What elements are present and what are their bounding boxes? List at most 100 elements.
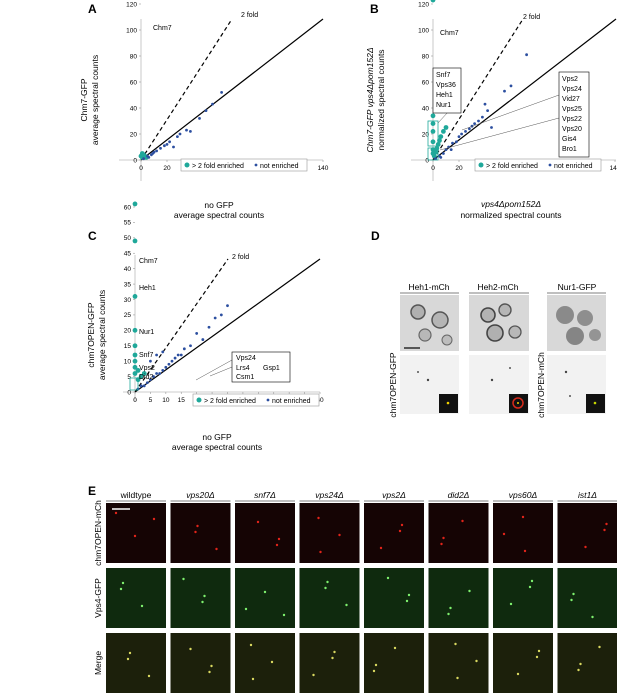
x-axis-title-c1: no GFP <box>202 432 232 442</box>
e-signal-dot <box>251 677 255 681</box>
panel-letter-c: C <box>88 229 97 243</box>
y-tick-label-b: 60 <box>422 79 430 86</box>
x-tick-label-a: 140 <box>318 165 329 172</box>
e-signal-dot <box>468 589 471 593</box>
e-signal-dot <box>121 581 125 585</box>
gene-b-right-6: Gis4 <box>562 136 577 143</box>
e-signal-dot <box>140 604 144 608</box>
e-signal-dot <box>277 537 281 541</box>
gene-c-box-1: Lrs4 <box>236 365 250 372</box>
e-image-tile <box>493 568 553 628</box>
enriched-point-b <box>430 129 436 134</box>
not-enriched-point-a <box>159 146 162 150</box>
enriched-point-b <box>438 134 444 140</box>
gene-b-right-3: Vps25 <box>562 106 582 113</box>
gene-b-left-2: Heh1 <box>436 92 453 99</box>
e-image-tile <box>170 568 231 628</box>
legend-not-a: not enriched <box>260 163 299 170</box>
y-tick-label-a: 0 <box>133 157 137 164</box>
e-signal-dot <box>196 524 199 528</box>
gene-c-4: Vps2 <box>139 365 155 372</box>
not-enriched-point-a <box>204 109 208 112</box>
not-enriched-point-b <box>464 130 467 133</box>
not-enriched-point-a <box>211 102 214 106</box>
gene-b-right-5: Vps20 <box>562 126 582 133</box>
e-image-tile <box>235 633 295 693</box>
not-enriched-point-c <box>182 347 186 351</box>
two-fold-line-c <box>134 258 229 393</box>
e-signal-dot <box>126 657 130 661</box>
x-tick-label-c: 0 <box>133 397 137 404</box>
e-signal-dot <box>208 670 211 674</box>
y-tick-label-a: 120 <box>126 1 137 8</box>
x-axis-title-b1: vps4Δpom152Δ <box>481 199 541 209</box>
e-signal-dot <box>442 536 445 540</box>
not-enriched-point-a <box>147 156 151 159</box>
e-signal-dot <box>133 534 137 538</box>
enriched-point-c <box>135 368 141 373</box>
highlight-box-c <box>129 377 139 391</box>
d-col-0: Heh1-mCh <box>408 282 449 292</box>
e-image-tile <box>428 503 489 563</box>
x-tick-label-c: 15 <box>178 397 186 404</box>
enriched-point-b <box>441 129 446 134</box>
gene-box-b-right: Vps2 Vps24 Vid27 Vps25 Vps22 Vps20 Gis4 … <box>558 71 590 158</box>
e-image-tile <box>106 568 166 628</box>
e-signal-dot <box>194 530 197 534</box>
micrograph-panel-e: wildtype vps20Δ snf7Δ vps24Δ vps2Δ did2Δ vps60… <box>93 490 617 693</box>
e-image-tile <box>106 503 166 563</box>
e-signal-dot <box>379 546 383 550</box>
e-signal-dot <box>579 662 582 666</box>
e-image-tile <box>299 503 360 563</box>
x-tick-label-b: 20 <box>455 165 463 172</box>
not-enriched-point-b <box>457 135 461 139</box>
e-signal-dot <box>577 668 580 672</box>
not-enriched-point-c <box>155 372 158 375</box>
not-enriched-point-b <box>503 89 506 93</box>
e-image-tile <box>493 503 553 563</box>
gene-c-box-2: Gsp1 <box>263 365 280 372</box>
e-signal-dot <box>535 655 539 659</box>
x-axis-title-b2: normalized spectral counts <box>460 210 561 220</box>
e-signal-dot <box>603 528 606 532</box>
not-enriched-point-a <box>151 152 155 155</box>
not-enriched-point-b <box>490 126 493 129</box>
identity-line-b <box>432 18 617 161</box>
not-enriched-point-c <box>176 353 180 357</box>
y-tick-label-c: 30 <box>124 297 132 304</box>
d-row-label: chm7OPEN-GFP <box>388 352 398 418</box>
x-tick-label-b: 140 <box>610 165 617 172</box>
e-col-label: wildtype <box>120 490 152 500</box>
e-signal-dot <box>203 594 206 598</box>
not-enriched-point-b <box>444 148 448 152</box>
x-tick-label-c: 10 <box>162 397 170 404</box>
y-tick-label-c: 15 <box>124 343 132 350</box>
e-signal-dot <box>530 579 534 583</box>
d-row-label-alt: chm7OPEN-mCh <box>536 352 546 418</box>
e-image-tile <box>428 633 489 693</box>
callout-line-b-left <box>437 111 449 124</box>
e-signal-dot <box>398 529 402 533</box>
legend-not-marker-b <box>548 163 552 167</box>
e-image-tile <box>557 503 617 563</box>
not-enriched-point-b <box>460 132 463 136</box>
e-signal-dot <box>400 523 404 527</box>
legend-enriched-c: > 2 fold enriched <box>204 398 256 405</box>
e-signal-dot <box>405 599 409 603</box>
d-col-1: Heh2-mCh <box>477 282 518 292</box>
e-col-label: vps2Δ <box>382 490 406 500</box>
legend-not-marker-a <box>254 163 258 167</box>
y-tick-label-a: 40 <box>130 105 138 112</box>
x-tick-label-c: 60 <box>316 397 324 404</box>
not-enriched-point-c <box>145 381 149 385</box>
panel-letter-b: B <box>370 2 379 16</box>
e-signal-dot <box>338 533 341 537</box>
enriched-point-c <box>132 352 138 358</box>
e-image-tile <box>106 633 166 693</box>
e-image-tile <box>364 633 424 693</box>
e-signal-dot <box>201 600 204 604</box>
d-image-heh1-top <box>400 295 459 351</box>
y-tick-label-b: 100 <box>418 27 429 34</box>
scatter-panel-b: 2 fold Chm7 0204060801001201400204060801… <box>365 0 617 220</box>
e-signal-dot <box>270 660 274 664</box>
